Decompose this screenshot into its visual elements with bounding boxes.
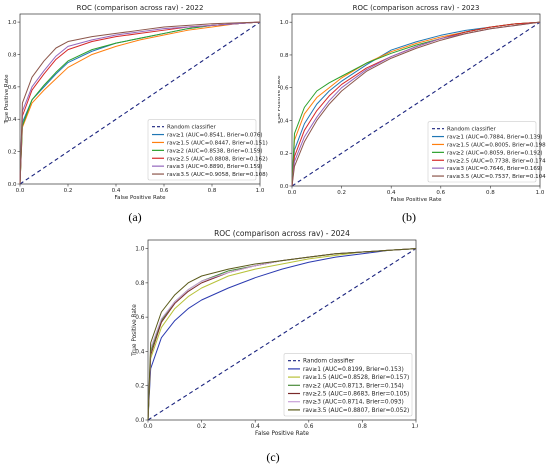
y-tick-label: 0.8 bbox=[280, 53, 289, 59]
legend-entry-series-0: rav≥1 (AUC=0.8199, Brier=0.153) bbox=[303, 367, 404, 373]
legend-box bbox=[427, 121, 537, 183]
y-tick-label: 0.0 bbox=[135, 418, 145, 424]
roc-line-series-5 bbox=[147, 248, 417, 421]
x-tick-label: 1.0 bbox=[411, 424, 418, 430]
legend-entry-series-2: rav≥2 (AUC=0.8713, Brier=0.154) bbox=[303, 383, 404, 389]
y-tick-label: 0.8 bbox=[135, 281, 145, 287]
x-tick-label: 0.8 bbox=[486, 190, 495, 196]
y-tick-label: 0.2 bbox=[8, 150, 17, 156]
y-tick-label: 0.4 bbox=[8, 117, 17, 123]
x-tick-label: 1.0 bbox=[256, 188, 265, 194]
legend-box bbox=[147, 119, 257, 181]
x-tick-label: 0.4 bbox=[251, 424, 261, 430]
chart-title: ROC (comparison across rav) - 2022 bbox=[77, 4, 204, 12]
legend-entry-series-4: rav≥3 (AUC=0.8890, Brier=0.159) bbox=[167, 164, 263, 170]
x-tick-label: 0.0 bbox=[16, 188, 25, 194]
y-tick-label: 0.6 bbox=[280, 86, 289, 92]
y-tick-label: 0.8 bbox=[8, 52, 17, 58]
plot-frame bbox=[147, 239, 417, 421]
legend-entry-series-5: rav≥3.5 (AUC=0.7537, Brier=0.104) bbox=[447, 174, 546, 180]
legend-entry-series-4: rav≥3 (AUC=0.8714, Brier=0.093) bbox=[303, 400, 404, 406]
y-tick-label: 0.4 bbox=[280, 118, 289, 124]
legend-entry-series-1: rav≥1.5 (AUC=0.8005, Brier=0.198) bbox=[447, 142, 546, 148]
roc-line-series-5 bbox=[19, 21, 261, 185]
legend-entry-series-4: rav≥3 (AUC=0.7646, Brier=0.169) bbox=[447, 166, 543, 172]
x-tick-label: 0.6 bbox=[304, 424, 314, 430]
legend-entry-series-2: rav≥2 (AUC=0.8538, Brier=0.159) bbox=[167, 148, 263, 154]
legend-entry-series-0: rav≥1 (AUC=0.7884, Brier=0.139) bbox=[447, 135, 543, 141]
x-tick-label: 0.8 bbox=[358, 424, 368, 430]
legend-entry-random: Random classifier bbox=[447, 127, 497, 133]
y-tick-label: 1.0 bbox=[280, 20, 289, 26]
roc-line-series-3 bbox=[291, 21, 541, 187]
legend-entry-series-1: rav≥1.5 (AUC=0.8528, Brier=0.157) bbox=[303, 375, 409, 381]
roc-chart-2024: ROC (comparison across rav) - 2024 0.0 0.2… bbox=[132, 229, 418, 437]
x-tick-label: 1.0 bbox=[536, 190, 545, 196]
plot-frame bbox=[19, 13, 261, 185]
y-tick-label: 0.0 bbox=[280, 184, 289, 190]
x-tick-label: 0.4 bbox=[112, 188, 121, 194]
x-axis-label: False Positive Rate bbox=[390, 197, 442, 203]
legend-entry-series-5: rav≥3.5 (AUC=0.9058, Brier=0.108) bbox=[167, 172, 268, 178]
x-tick-label: 0.6 bbox=[436, 190, 445, 196]
x-tick-label: 0.2 bbox=[337, 190, 346, 196]
random-classifier-line bbox=[291, 21, 541, 187]
legend-box bbox=[283, 353, 413, 417]
roc-line-series-1 bbox=[19, 21, 261, 185]
y-tick-label: 0.4 bbox=[135, 349, 145, 355]
x-tick-label: 0.0 bbox=[143, 424, 153, 430]
legend-entry-series-0: rav≥1 (AUC=0.8541, Brier=0.076) bbox=[167, 133, 263, 139]
roc-chart-2022: ROC (comparison across rav) - 2022 0.0 0.2… bbox=[4, 4, 268, 200]
x-tick-label: 0.2 bbox=[197, 424, 207, 430]
subfigure-label-a: (a) bbox=[128, 210, 142, 224]
subfigure-label-b: (b) bbox=[402, 210, 416, 224]
y-tick-label: 0.6 bbox=[135, 315, 145, 321]
chart-title: ROC (comparison across rav) - 2024 bbox=[214, 229, 350, 238]
roc-chart-2023: ROC (comparison across rav) - 2023 0.0 0.2… bbox=[278, 4, 546, 203]
y-tick-label: 1.0 bbox=[8, 20, 17, 26]
x-tick-label: 0.8 bbox=[208, 188, 217, 194]
legend-entry-series-3: rav≥2.5 (AUC=0.7738, Brier=0.174) bbox=[447, 158, 546, 164]
legend-entry-series-3: rav≥2.5 (AUC=0.8683, Brier=0.105) bbox=[303, 392, 409, 398]
plot-frame bbox=[291, 13, 541, 187]
legend-entry-random: Random classifier bbox=[167, 125, 217, 131]
legend-entry-series-2: rav≥2 (AUC=0.8059, Brier=0.192) bbox=[447, 150, 543, 156]
y-tick-label: 0.2 bbox=[135, 384, 145, 390]
x-tick-label: 0.0 bbox=[288, 190, 297, 196]
y-axis-label: True Positive Rate bbox=[4, 74, 10, 125]
legend-entry-series-1: rav≥1.5 (AUC=0.8447, Brier=0.151) bbox=[167, 140, 268, 146]
subfigure-label-c: (c) bbox=[266, 450, 280, 464]
y-axis-label: True Positive Rate bbox=[278, 75, 282, 126]
y-tick-label: 0.6 bbox=[8, 85, 17, 91]
roc-line-series-4 bbox=[19, 21, 261, 185]
legend-entry-random: Random classifier bbox=[303, 359, 355, 365]
y-axis-label: True Positive Rate bbox=[132, 304, 138, 357]
roc-line-series-5 bbox=[291, 21, 541, 187]
x-axis-label: False Positive Rate bbox=[255, 431, 309, 437]
chart-title: ROC (comparison across rav) - 2023 bbox=[353, 4, 480, 12]
y-tick-label: 0.0 bbox=[8, 182, 17, 188]
legend-entry-series-3: rav≥2.5 (AUC=0.8808, Brier=0.162) bbox=[167, 156, 268, 162]
random-classifier-line bbox=[19, 21, 261, 185]
x-axis-label: False Positive Rate bbox=[114, 195, 166, 200]
x-tick-label: 0.4 bbox=[387, 190, 396, 196]
roc-line-series-0 bbox=[147, 248, 417, 421]
y-tick-label: 1.0 bbox=[135, 247, 145, 253]
x-tick-label: 0.6 bbox=[160, 188, 169, 194]
x-tick-label: 0.2 bbox=[64, 188, 73, 194]
y-tick-label: 0.2 bbox=[280, 151, 289, 157]
legend-entry-series-5: rav≥3.5 (AUC=0.8807, Brier=0.052) bbox=[303, 408, 409, 414]
